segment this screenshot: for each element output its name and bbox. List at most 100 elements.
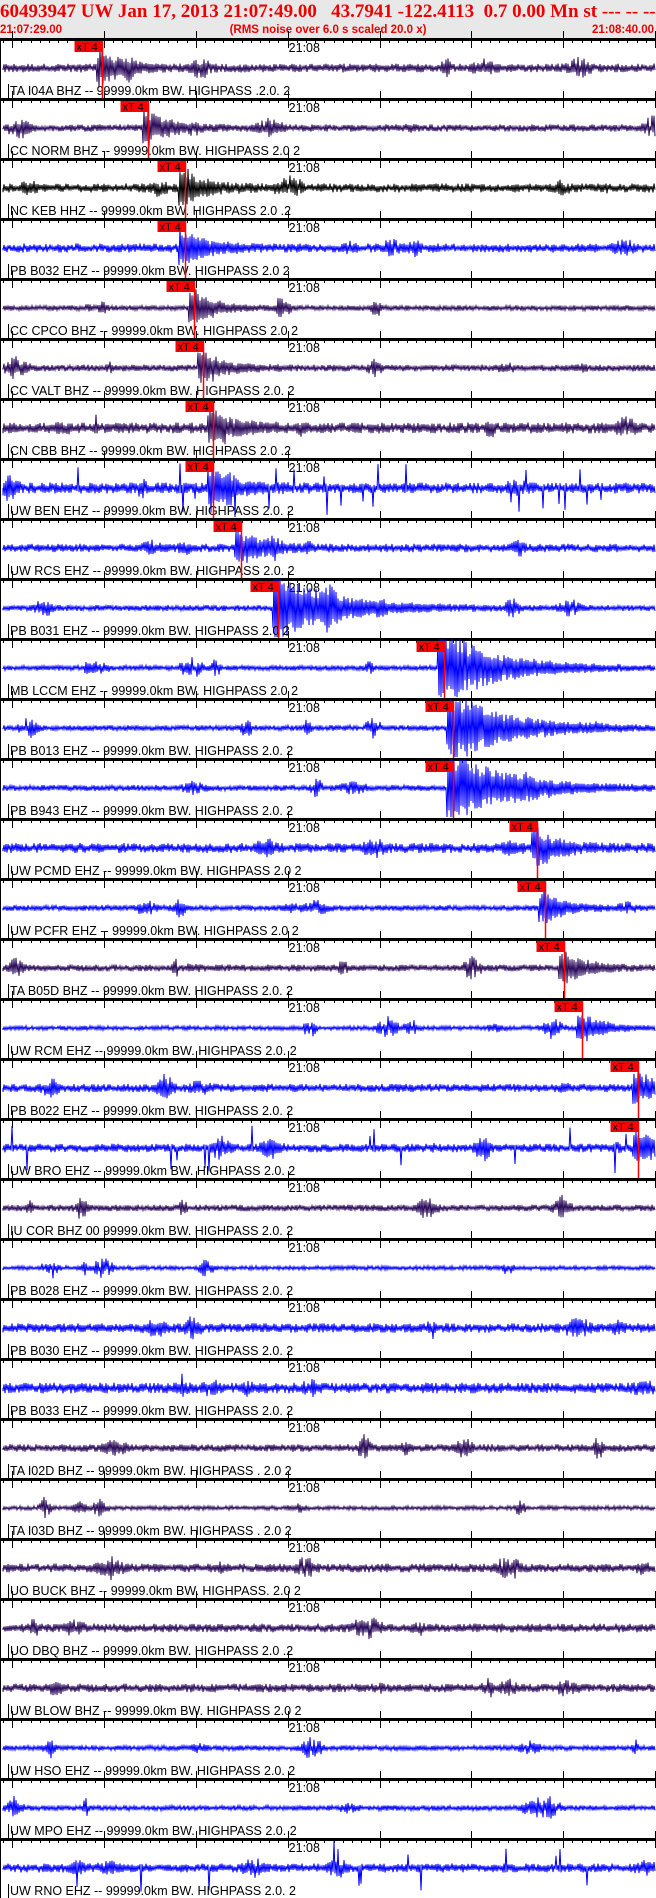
trace-row: 21:08 UW RNO EHZ -- 99999.0km BW. HIGHPAS… — [0, 1831, 656, 1898]
time-axis-line — [0, 938, 656, 941]
time-axis-line — [0, 1118, 656, 1121]
pick-marker-box — [157, 221, 186, 232]
time-ticks — [3, 1171, 656, 1188]
pick-marker-label: xT 4 — [188, 402, 209, 414]
waveform — [2, 1496, 656, 1519]
time-marker-label: 21:08 — [289, 401, 320, 415]
time-axis-line — [0, 878, 656, 881]
trace-label: CC CPCO BHZ -- 99999.0km BW. HIGHPASS 2.… — [10, 324, 298, 338]
time-axis-line — [0, 518, 656, 521]
trace-row: 21:08 UO DBQ BHZ -- 99999.0km BW. HIGHPAS… — [0, 1591, 656, 1658]
trace-row: 21:08 UW MPO EHZ -- 99999.0km BW. HIGHPAS… — [0, 1771, 656, 1838]
trace-label: UW MPO EHZ -- 99999.0km BW. HIGHPASS 2.0… — [10, 1824, 297, 1838]
waveform — [2, 827, 656, 866]
time-axis-line — [0, 1298, 656, 1301]
pick-marker-box — [554, 1001, 583, 1012]
trace-row: 21:08 CN CBB BHZ -- 99999.0km BW. HIGHPAS… — [0, 391, 656, 460]
pick-marker-label: xT 4 — [169, 282, 190, 294]
time-marker-label: 21:08 — [289, 761, 320, 775]
trace-label: UO DBQ BHZ -- 99999.0km BW. HIGHPASS 2.0… — [10, 1644, 293, 1658]
trace-label: NC KEB HHZ -- 99999.0km BW. HIGHPASS 2.0… — [10, 204, 291, 218]
time-marker-label: 21:08 — [289, 341, 320, 355]
time-marker-label: 21:08 — [289, 1781, 320, 1795]
waveform — [2, 1737, 656, 1759]
time-marker-label: 21:08 — [289, 281, 320, 295]
trace-label: UO BUCK BHZ -- 99999.0km BW. HIGHPASS. 2… — [10, 1584, 301, 1598]
trace-row: 21:08 IU COR BHZ 00 99999.0km BW. HIGHPAS… — [0, 1171, 656, 1238]
time-axis-line — [0, 218, 656, 221]
time-marker-label: 21:08 — [289, 1301, 320, 1315]
waveform — [2, 1015, 656, 1042]
trace-row: 21:08 PB B022 EHZ -- 99999.0km BW. HIGHPA… — [0, 1051, 656, 1120]
waveform — [2, 1678, 656, 1698]
time-ticks — [3, 31, 656, 48]
time-axis-line — [0, 1718, 656, 1721]
pick-marker-box — [425, 701, 454, 712]
pick-marker-label: xT 4 — [428, 702, 449, 714]
time-axis-line — [0, 818, 656, 821]
waveform — [2, 951, 656, 984]
waveform — [2, 109, 656, 148]
time-marker-label: 21:08 — [289, 1541, 320, 1555]
time-axis-line — [0, 578, 656, 581]
time-ticks — [3, 571, 656, 588]
time-axis-line — [0, 1058, 656, 1061]
time-ticks — [3, 871, 656, 888]
trace-label: UW BLOW BHZ -- 99999.0km BW. HIGHPASS 2.… — [10, 1704, 302, 1718]
trace-label: PB B030 EHZ -- 99999.0km BW. HIGHPASS 2.… — [10, 1344, 293, 1358]
waveform — [2, 698, 656, 758]
time-ticks — [3, 511, 656, 528]
waveform — [2, 1795, 656, 1819]
trace-row: 21:08 PB B028 EHZ -- 99999.0km BW. HIGHPA… — [0, 1231, 656, 1298]
time-ticks — [3, 1111, 656, 1128]
time-axis-line — [0, 158, 656, 161]
time-axis-line — [0, 1838, 656, 1841]
pick-marker-box — [416, 641, 445, 652]
time-axis-line — [0, 698, 656, 701]
trace-row: 21:08 PB B031 EHZ -- 99999.0km BW. HIGHPA… — [0, 571, 656, 640]
waveform — [2, 1841, 656, 1892]
time-axis-line — [0, 1658, 656, 1661]
pick-marker-box — [425, 761, 454, 772]
time-ticks — [3, 91, 656, 108]
time-marker-label: 21:08 — [289, 461, 320, 475]
pick-marker-label: xT 4 — [419, 642, 440, 654]
time-axis-line — [0, 338, 656, 341]
waveform — [2, 1072, 656, 1104]
waveform — [2, 1434, 656, 1459]
waveform — [2, 578, 656, 638]
end-time: 21:08:40.00 — [592, 24, 654, 36]
pick-marker-label: xT 4 — [613, 1062, 634, 1074]
time-marker-label: 21:08 — [289, 1481, 320, 1495]
pick-marker-box — [610, 1061, 639, 1072]
pick-marker-label: xT 4 — [188, 462, 209, 474]
waveform — [2, 352, 656, 383]
time-axis-line — [0, 998, 656, 1001]
time-ticks — [3, 1471, 656, 1488]
trace-row: 21:08 UO BUCK BHZ -- 99999.0km BW. HIGHPA… — [0, 1531, 656, 1598]
pick-marker-box — [509, 821, 538, 832]
pick-marker-box — [120, 101, 149, 112]
waveform — [2, 410, 656, 445]
waveform — [2, 531, 656, 563]
trace-label: UW PCMD EHZ -- 99999.0km BW. HIGHPASS 2.… — [10, 864, 302, 878]
event-title: 60493947 UW Jan 17, 2013 21:07:49.00 43.… — [0, 1, 656, 22]
pick-marker-label: xT 4 — [77, 42, 98, 54]
waveform — [2, 1316, 656, 1340]
time-marker-label: 21:08 — [289, 881, 320, 895]
waveform — [2, 889, 656, 924]
time-marker-label: 21:08 — [289, 1601, 320, 1615]
trace-row: 21:08 CC CPCO BHZ -- 99999.0km BW. HIGHPA… — [0, 271, 656, 340]
trace-label: PB B022 EHZ -- 99999.0km BW. HIGHPASS 2.… — [10, 1104, 293, 1118]
waveform — [2, 1556, 656, 1581]
trace-row: 21:08 UW RCS EHZ -- 99999.0km BW. HIGHPAS… — [0, 511, 656, 580]
time-marker-label: 21:08 — [289, 1721, 320, 1735]
trace-row: 21:08 UW BRO EHZ -- 99999.0km BW. HIGHPAS… — [0, 1111, 656, 1180]
time-ticks — [3, 1711, 656, 1728]
time-axis-line — [0, 398, 656, 401]
waveform — [2, 758, 656, 818]
waveform — [2, 226, 656, 266]
trace-row: 21:08 UW PCFR EHZ -- 99999.0km BW. HIGHPA… — [0, 871, 656, 940]
time-marker-label: 21:08 — [289, 641, 320, 655]
time-marker-label: 21:08 — [289, 161, 320, 175]
